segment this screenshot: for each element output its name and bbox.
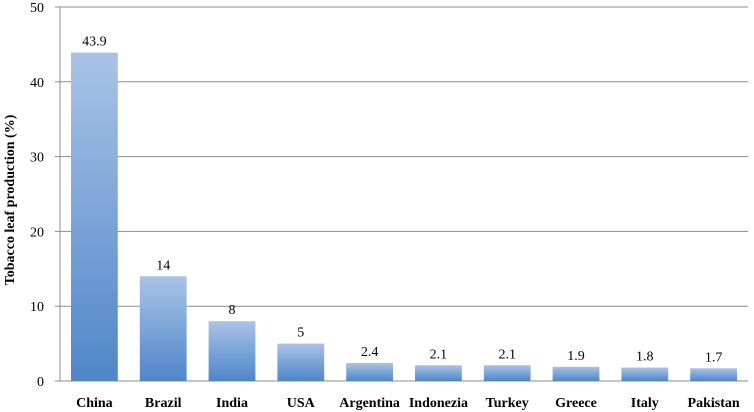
bar-pakistan	[690, 368, 737, 381]
x-category-label: USA	[287, 396, 316, 411]
bar-india	[208, 321, 256, 381]
y-tick-label: 0	[37, 375, 44, 390]
bar-usa	[277, 343, 325, 381]
bar-greece	[552, 366, 600, 381]
y-tick-label: 30	[30, 151, 44, 166]
x-category-label: Brazil	[145, 396, 182, 411]
data-label: 1.8	[636, 350, 654, 365]
y-tick-label: 10	[30, 300, 44, 315]
x-axis-categories: China Brazil India USA Argentina Indonezia Tur…	[76, 396, 740, 411]
bar-argentina	[346, 363, 393, 381]
y-tick-label: 50	[30, 1, 44, 16]
x-category-label: Argentina	[339, 396, 400, 411]
data-label: 2.1	[498, 347, 516, 362]
data-label: 1.9	[567, 349, 585, 364]
bar-italy	[621, 367, 669, 381]
data-label: 8	[229, 303, 236, 318]
y-tick-label: 40	[30, 76, 44, 91]
y-axis-ticks: 0 10 20 30 40 50	[30, 1, 44, 390]
x-category-label: Indonezia	[409, 396, 468, 411]
bar-indonezia	[415, 365, 462, 381]
y-tick-label: 20	[30, 225, 44, 240]
data-label: 1.7	[705, 350, 723, 365]
x-category-label: Turkey	[486, 396, 529, 411]
data-labels: 43.9 14 8 5 2.4 2.1 2.1 1.9 1.8 1.7	[82, 35, 722, 366]
bar-china	[71, 52, 118, 382]
data-label: 2.1	[430, 347, 448, 362]
data-label: 43.9	[82, 35, 107, 50]
x-category-label: China	[76, 396, 113, 411]
bars	[71, 52, 737, 382]
x-category-label: India	[216, 396, 248, 411]
data-label: 14	[156, 258, 170, 273]
x-category-label: Greece	[555, 396, 597, 411]
x-category-label: Pakistan	[688, 396, 740, 411]
x-category-label: Italy	[631, 396, 659, 411]
bar-turkey	[483, 365, 531, 381]
bar-brazil	[139, 276, 187, 381]
y-axis-label: Tobacco leaf production (%)	[3, 114, 18, 285]
data-label: 2.4	[361, 345, 379, 360]
data-label: 5	[297, 326, 304, 341]
